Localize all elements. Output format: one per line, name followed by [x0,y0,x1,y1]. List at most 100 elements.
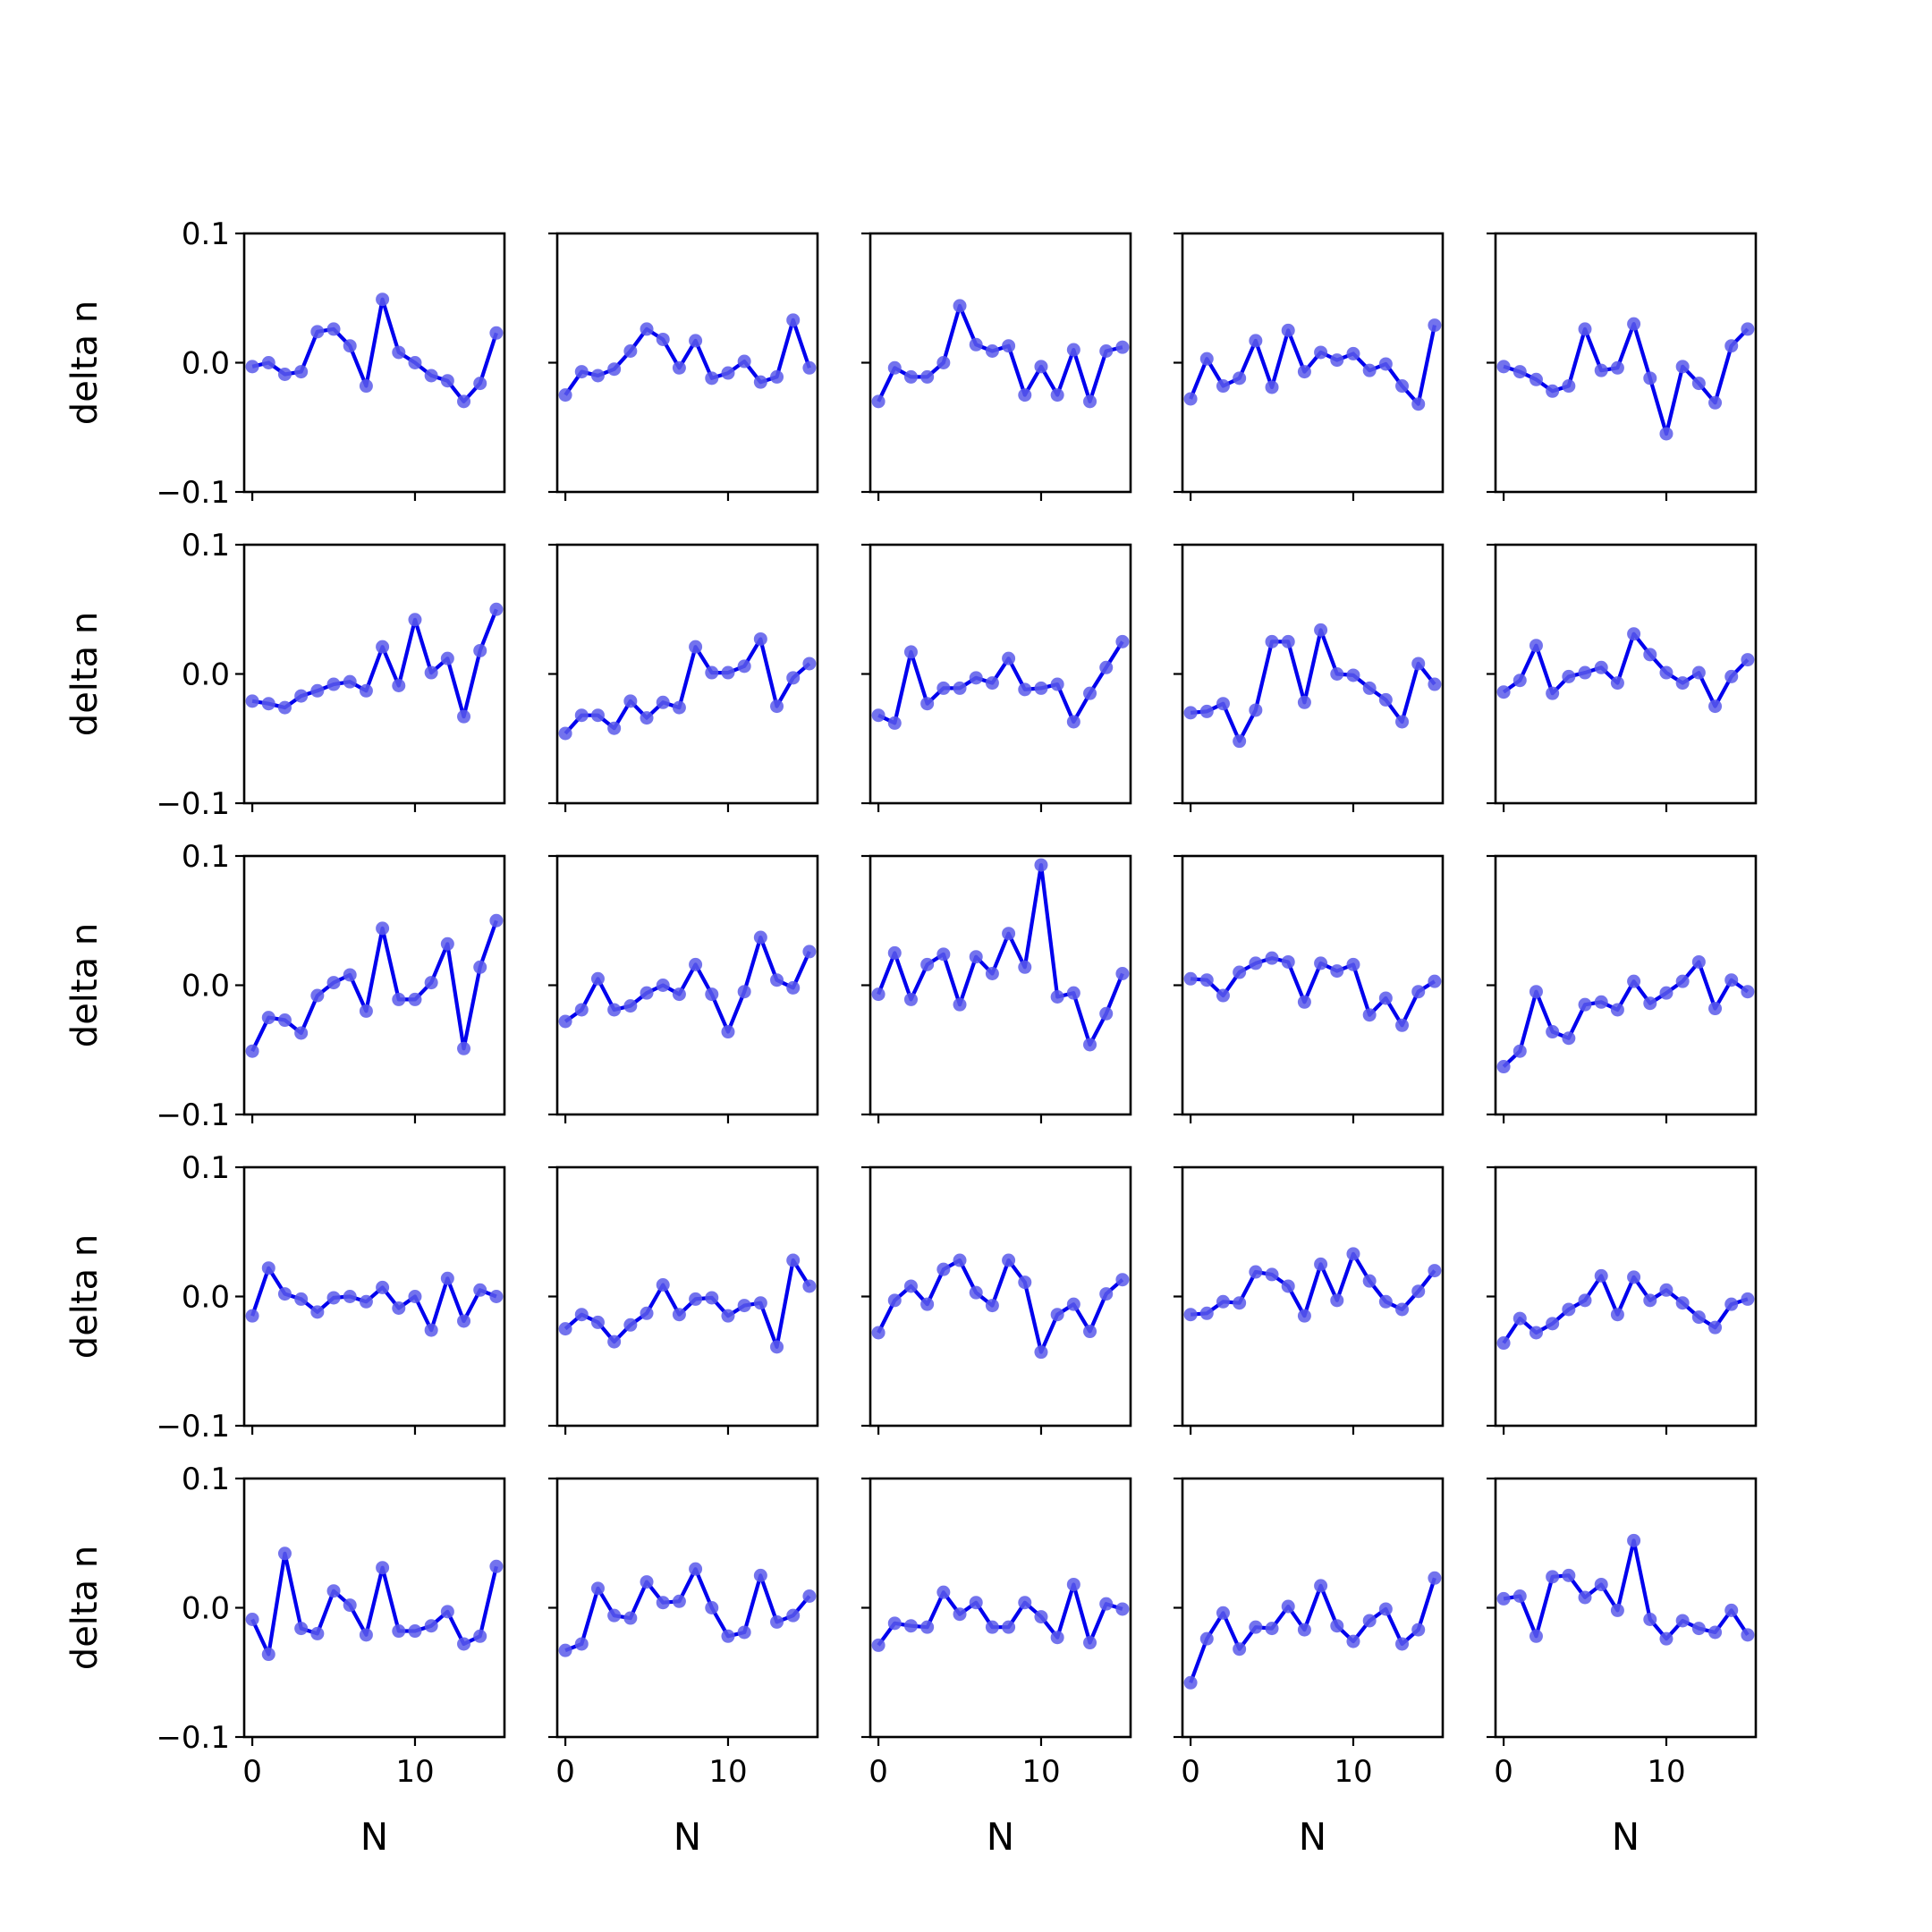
data-point [721,1309,735,1323]
data-point [1314,956,1328,970]
data-point [1346,668,1360,682]
data-point [261,356,275,369]
series-line [877,640,1124,725]
data-point [656,1277,670,1292]
data-point [1741,653,1755,667]
data-point [1362,1008,1377,1022]
data-point [753,930,767,945]
data-point [408,1624,422,1639]
data-point [1297,1309,1311,1323]
data-point [359,1294,373,1309]
data-point [705,665,719,680]
data-point [887,1293,902,1308]
data-point [1724,1297,1739,1311]
data-point [1659,1631,1674,1646]
data-point [640,1575,654,1589]
data-point [1314,623,1328,637]
data-point [1265,634,1279,648]
data-point [326,1291,341,1305]
data-point [887,945,902,960]
series-line [1190,1251,1436,1318]
data-point [1297,995,1311,1009]
data-point [1610,1603,1624,1617]
data-point [376,640,390,654]
data-point [1546,384,1560,398]
data-point [770,369,784,384]
series-line [1189,1577,1436,1684]
data-point [294,1622,309,1636]
data-point [1233,965,1247,979]
data-point [753,1296,767,1310]
data-point [1546,1570,1560,1584]
data-point [1691,1622,1706,1636]
series-line [877,1582,1123,1647]
data-point [1378,692,1393,707]
data-point [1265,1267,1279,1282]
subplot-r2-c2 [548,543,819,812]
y-tick-label: −0.1 [156,1720,230,1756]
series-line [250,1551,498,1657]
data-point [1428,1571,1442,1585]
data-point [1643,1613,1657,1627]
data-point [1099,660,1114,674]
data-point [607,721,622,735]
data-point [1002,1253,1016,1267]
y-tick-label: 0.0 [182,346,230,382]
data-point [721,1629,735,1643]
data-point [1675,676,1690,691]
subplot-grid: 0.1 0.0 −0.1 delta n 0.1 0.0 −0.1 delta n 0.1 0.0… [64,216,1758,1859]
data-point [310,683,325,698]
data-point [737,1625,751,1640]
data-point [392,679,406,693]
data-point [326,677,341,691]
data-point [871,987,886,1002]
series-line [1190,956,1436,1028]
data-point [473,1283,487,1297]
data-point [343,339,357,353]
data-point [1034,1345,1048,1360]
subplot-r4-c4 [1174,1165,1445,1435]
data-point [1529,1629,1543,1643]
data-point [953,1607,967,1622]
data-point [1411,1623,1426,1637]
series-line [1503,322,1750,436]
data-point [1362,363,1377,377]
data-point [457,1041,471,1055]
data-point [574,1003,589,1017]
data-point [277,368,292,382]
data-point [1610,1003,1624,1017]
x-tick-label: 0 [1494,1754,1513,1790]
data-point [1691,377,1706,391]
data-point [1411,985,1426,999]
subplot-r2-c5 [1487,543,1758,812]
data-point [1627,1533,1641,1547]
data-point [607,1335,622,1349]
data-point [1546,1025,1560,1039]
data-point [489,1559,504,1573]
data-point [969,671,983,685]
data-point [1610,360,1624,375]
data-point [558,388,572,402]
data-point [737,1299,751,1313]
data-point [1083,394,1097,409]
data-point [424,369,438,383]
data-point [1562,669,1576,683]
data-point [1578,997,1592,1012]
data-point [392,1624,406,1639]
x-axis-label: N [1612,1815,1640,1859]
axes-frame [555,1165,819,1428]
data-point [1066,343,1080,357]
data-point [1708,1002,1723,1016]
data-point [1643,648,1657,662]
data-point [737,985,751,999]
data-point [802,1589,817,1603]
data-point [737,354,751,369]
data-point [1002,1620,1016,1634]
series-line [1502,631,1750,708]
y-axis-label: delta n [64,923,106,1047]
data-point [1594,660,1608,674]
data-point [1314,345,1328,360]
data-point [936,947,951,962]
data-point [672,1594,686,1608]
data-point [936,1585,951,1599]
